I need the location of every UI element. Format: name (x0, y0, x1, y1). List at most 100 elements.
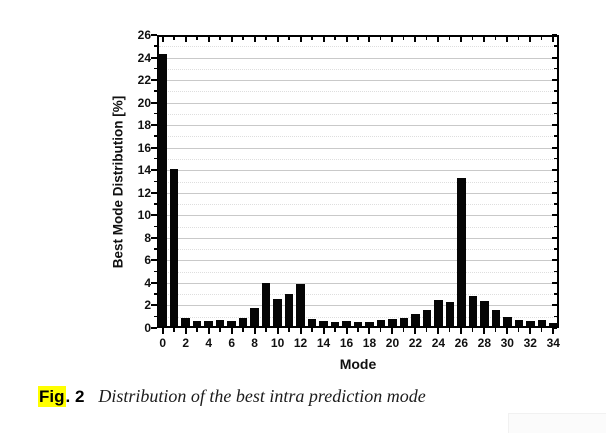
x-tick-mirror (173, 37, 175, 40)
y-tick (151, 259, 157, 262)
bar-mode-24 (434, 299, 443, 326)
y-tick-mirror (554, 315, 557, 318)
y-tick-label: 10 (137, 208, 151, 223)
x-tick-mirror (529, 37, 532, 42)
y-tick-mirror (554, 135, 557, 137)
y-tick-label: 4 (144, 275, 151, 290)
y-tick-mirror (552, 259, 557, 262)
bar-mode-15 (330, 321, 340, 326)
bar-mode-11 (284, 294, 294, 326)
gridline (159, 226, 557, 228)
y-tick-mirror (554, 157, 557, 160)
x-tick-label: 20 (385, 336, 400, 350)
x-tick (402, 328, 405, 332)
bar-mode-28 (480, 300, 489, 326)
gridline (159, 170, 557, 172)
bar-mode-0 (158, 54, 167, 326)
y-tick (154, 112, 157, 115)
x-tick-label: 6 (228, 336, 235, 350)
y-tick (151, 214, 157, 217)
y-tick-mirror (552, 79, 557, 82)
x-tick-mirror (368, 37, 371, 42)
x-tick (437, 328, 440, 334)
bar-mode-2 (181, 317, 190, 326)
gridline (159, 282, 557, 284)
y-tick (151, 56, 157, 59)
caption: Fig. 2 Distribution of the best intra pre… (38, 386, 426, 407)
bar-mode-34 (549, 322, 558, 326)
x-tick-mirror (552, 37, 555, 42)
bar-mode-30 (503, 316, 512, 326)
gridline (159, 68, 557, 70)
x-tick-label: 34 (546, 336, 560, 350)
y-tick-mirror (554, 225, 557, 228)
x-tick (242, 328, 244, 332)
caption-fig-number: . 2 (65, 387, 85, 406)
x-tick-mirror (494, 37, 497, 40)
bar-mode-10 (273, 298, 282, 326)
x-tick-label: 12 (293, 336, 308, 350)
bar-mode-5 (215, 319, 225, 326)
x-tick-label: 24 (431, 336, 446, 350)
x-tick-mirror (207, 37, 210, 42)
x-tick (311, 328, 313, 332)
y-tick-mirror (554, 112, 557, 115)
gridline (159, 305, 557, 307)
x-tick-mirror (483, 37, 486, 42)
gridline (159, 181, 557, 183)
x-tick (184, 328, 187, 334)
gridline (159, 80, 557, 82)
bar-mode-16 (342, 320, 351, 326)
y-tick-mirror (554, 248, 557, 250)
y-tick-label: 16 (137, 140, 151, 155)
y-tick-mirror (554, 180, 557, 182)
x-tick (529, 328, 532, 334)
x-tick (196, 328, 198, 332)
y-tick-mirror (552, 214, 557, 217)
x-tick-mirror (391, 37, 394, 42)
bar-mode-29 (491, 309, 501, 326)
gridline (159, 294, 557, 296)
x-tick (253, 328, 256, 334)
x-tick-mirror (311, 37, 313, 40)
bar-mode-33 (537, 320, 547, 326)
y-tick (151, 124, 157, 127)
x-tick-label: 16 (339, 336, 354, 350)
bar-mode-7 (238, 317, 248, 326)
x-tick-mirror (288, 37, 290, 40)
bar-mode-1 (169, 169, 179, 326)
x-tick-mirror (265, 37, 267, 40)
x-tick-label: 10 (270, 336, 285, 350)
gridline (159, 102, 557, 104)
bar-mode-9 (261, 282, 271, 326)
y-tick-label: 6 (144, 253, 151, 268)
y-tick (154, 315, 157, 318)
y-tick-label: 0 (144, 321, 151, 335)
bar-mode-22 (411, 314, 420, 326)
y-tick (151, 79, 157, 82)
x-tick (494, 328, 497, 332)
x-tick-label: 0 (159, 336, 167, 350)
y-tick-label: 24 (137, 50, 151, 65)
y-tick-mirror (552, 281, 557, 284)
y-tick (151, 236, 157, 239)
x-tick (230, 328, 233, 334)
y-tick (154, 45, 157, 47)
x-tick (173, 328, 175, 332)
gridline (159, 316, 557, 318)
y-tick-mirror (554, 203, 557, 205)
gridline (159, 57, 557, 59)
x-tick (483, 328, 486, 334)
x-tick-mirror (506, 37, 509, 42)
x-tick (207, 328, 210, 334)
y-tick-mirror (554, 293, 557, 295)
x-tick (276, 328, 279, 334)
y-tick (151, 101, 157, 104)
x-tick-mirror (253, 37, 256, 42)
y-tick (154, 270, 157, 273)
gridline (159, 136, 557, 138)
x-tick-mirror (357, 37, 359, 40)
y-tick (154, 135, 157, 137)
x-tick-mirror (230, 37, 233, 42)
y-tick-label: 12 (137, 185, 151, 200)
